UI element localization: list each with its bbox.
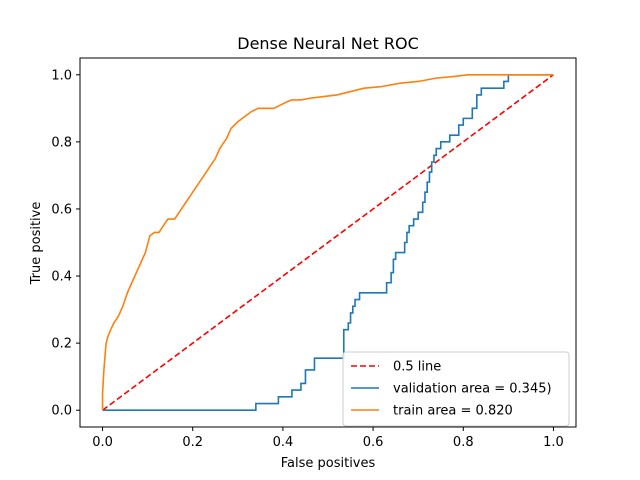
y-tick-label: 0.8 — [51, 135, 72, 150]
x-tick-label: 0.2 — [182, 435, 203, 450]
y-axis-label: True positive — [29, 202, 44, 286]
series-line-0 — [102, 74, 554, 411]
legend-label-1: validation area = 0.345) — [393, 382, 552, 397]
x-axis: 0.0 0.2 0.4 0.6 0.8 1.0 — [92, 427, 564, 450]
y-axis: 0.0 0.2 0.4 0.6 0.8 1.0 — [51, 68, 80, 419]
x-axis-label: False positives — [281, 456, 376, 471]
x-tick-label: 0.4 — [273, 435, 294, 450]
y-tick-label: 0.0 — [51, 404, 72, 419]
series-line-1 — [102, 73, 554, 412]
legend-label-2: train area = 0.820 — [393, 404, 513, 419]
legend: 0.5 line validation area = 0.345) train ar… — [342, 351, 570, 427]
chart-title: Dense Neural Net ROC — [237, 34, 419, 53]
y-tick-label: 1.0 — [51, 68, 72, 83]
plot-area — [101, 73, 554, 412]
x-tick-label: 0.8 — [453, 435, 474, 450]
series-line-2 — [101, 73, 554, 411]
axes-frame — [79, 57, 577, 428]
legend-box — [342, 351, 570, 427]
y-tick-label: 0.6 — [51, 202, 72, 217]
x-tick-label: 1.0 — [543, 435, 564, 450]
legend-label-0: 0.5 line — [393, 360, 441, 375]
y-tick-label: 0.4 — [51, 270, 72, 285]
x-tick-label: 0.6 — [363, 435, 384, 450]
x-tick-label: 0.0 — [92, 435, 113, 450]
y-tick-label: 0.2 — [51, 337, 72, 352]
